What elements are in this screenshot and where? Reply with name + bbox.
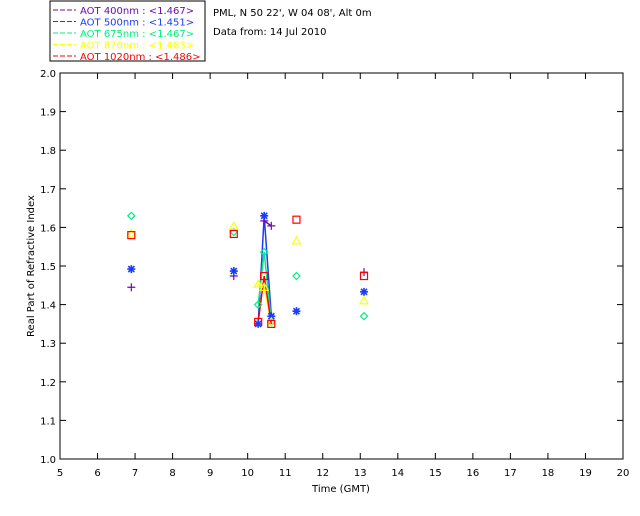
x-tick-label: 18 [542, 468, 555, 479]
data-point-star [254, 319, 263, 328]
data-point-triangle [266, 316, 277, 326]
x-axis-label: Time (GMT) [311, 484, 370, 495]
data-point-square [267, 319, 276, 328]
data-point-diamond [253, 300, 263, 309]
x-tick-label: 6 [94, 468, 100, 479]
data-point-square [260, 271, 269, 281]
data-point-diamond [259, 247, 269, 257]
y-tick-label: 1.3 [40, 339, 56, 350]
y-tick-label: 1.9 [40, 108, 56, 119]
data-point-star [229, 267, 238, 276]
x-tick-label: 8 [169, 468, 175, 479]
series-line [263, 220, 272, 227]
data-point-star [292, 307, 301, 316]
legend-entry: AOT 500nm : <1.451> [80, 18, 194, 29]
x-tick-label: 7 [132, 468, 138, 479]
data-point-triangle [259, 282, 270, 291]
x-tick-label: 17 [504, 468, 517, 479]
data-point-star [360, 287, 369, 296]
x-tick-label: 14 [391, 468, 404, 479]
data-point-triangle [291, 235, 302, 245]
data-point-star [260, 211, 269, 220]
x-tick-label: 16 [466, 468, 479, 479]
data-point-star [267, 312, 276, 321]
data-point-diamond [359, 311, 369, 321]
x-tick-label: 11 [279, 468, 292, 479]
legend-entry: AOT 1020nm : <1.486> [80, 52, 200, 63]
x-tick-label: 5 [57, 468, 63, 479]
y-tick-label: 1.2 [40, 378, 56, 389]
x-tick-label: 10 [241, 468, 254, 479]
x-tick-label: 13 [354, 468, 367, 479]
data-point-square [292, 215, 301, 224]
y-tick-label: 1.8 [40, 146, 56, 157]
data-point-triangle [253, 278, 264, 288]
data-point-triangle [358, 295, 370, 305]
data-point-diamond [126, 211, 136, 221]
y-tick-label: 1.5 [40, 262, 56, 273]
y-tick-label: 1.1 [40, 416, 56, 427]
header-location: PML, N 50 22', W 04 08', Alt 0m [213, 8, 372, 19]
x-tick-label: 12 [316, 468, 329, 479]
y-tick-label: 1.4 [40, 301, 56, 312]
data-point-square [359, 271, 369, 281]
header-date: Data from: 14 Jul 2010 [213, 27, 326, 38]
y-tick-label: 1.7 [40, 185, 56, 196]
legend-entry: AOT 400nm : <1.467> [80, 6, 194, 17]
data-point-plus [267, 221, 276, 230]
legend-entry: AOT 675nm : <1.467> [80, 29, 194, 40]
data-point-triangle [126, 227, 137, 237]
data-point-square [229, 229, 238, 239]
legend-box [49, 0, 206, 62]
data-point-square [254, 317, 263, 327]
data-point-triangle [228, 221, 239, 230]
y-tick-label: 1.6 [40, 223, 56, 234]
x-tick-label: 9 [207, 468, 213, 479]
y-tick-label: 2.0 [40, 69, 56, 80]
data-point-square [127, 231, 136, 240]
y-tick-label: 1.0 [40, 455, 56, 466]
data-point-diamond [292, 271, 301, 281]
x-tick-label: 19 [579, 468, 592, 479]
plot-area [59, 72, 624, 460]
data-point-star [127, 265, 136, 274]
x-tick-label: 15 [429, 468, 442, 479]
data-point-plus [127, 283, 136, 292]
legend-entry: AOT 870nm : <1.483> [80, 41, 194, 52]
x-tick-label: 20 [617, 468, 630, 479]
y-axis-label: Real Part of Refractive Index [26, 195, 37, 337]
